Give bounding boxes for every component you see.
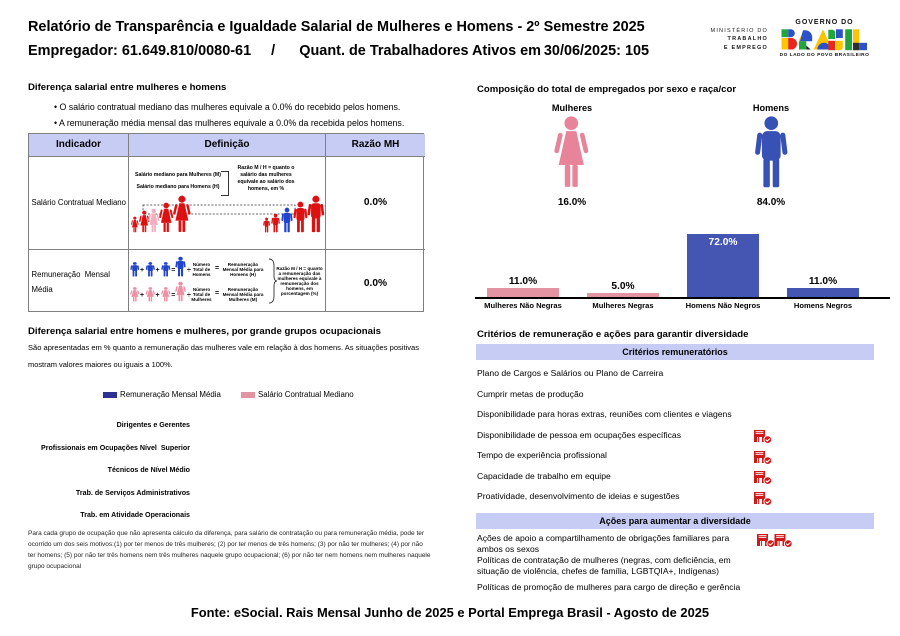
svg-text:÷: ÷ xyxy=(187,267,191,274)
svg-text:=: = xyxy=(171,267,175,274)
svg-text:+: + xyxy=(140,292,144,299)
svg-text:=: = xyxy=(171,292,175,299)
svg-text:+: + xyxy=(156,292,160,299)
svg-text:+: + xyxy=(156,267,160,274)
svg-text:÷: ÷ xyxy=(187,292,191,299)
svg-text:+: + xyxy=(140,267,144,274)
